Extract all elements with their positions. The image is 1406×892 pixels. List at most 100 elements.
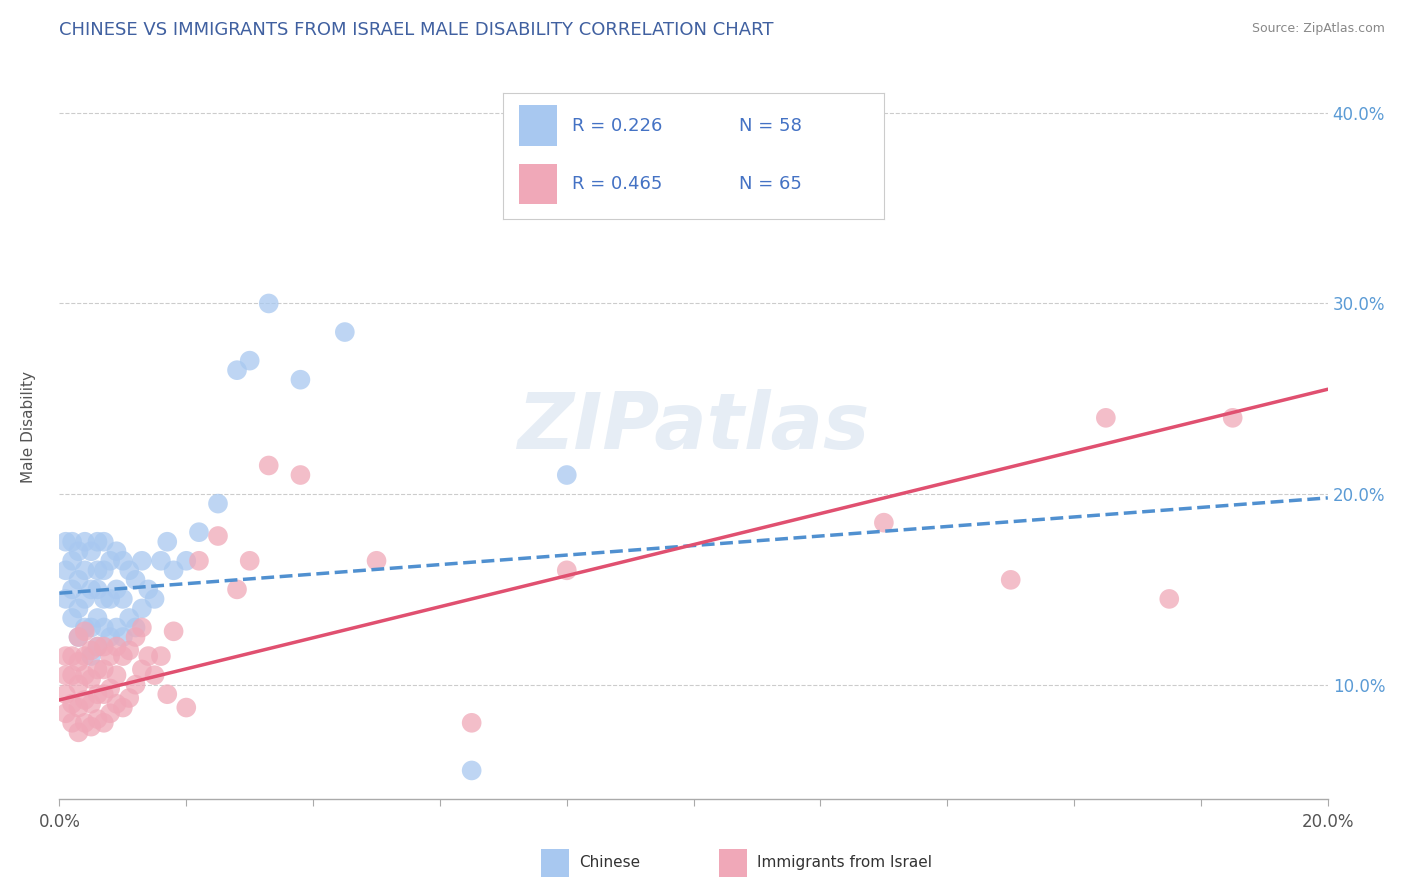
Point	[55, 591, 77, 606]
Point	[60, 649, 83, 664]
Text: Immigrants from Israel: Immigrants from Israel	[756, 855, 932, 871]
Point	[93, 662, 115, 676]
Point	[86, 563, 108, 577]
Point	[555, 563, 578, 577]
Point	[682, 201, 704, 215]
FancyBboxPatch shape	[541, 849, 569, 877]
Point	[55, 706, 77, 721]
Point	[93, 563, 115, 577]
Text: CHINESE VS IMMIGRANTS FROM ISRAEL MALE DISABILITY CORRELATION CHART: CHINESE VS IMMIGRANTS FROM ISRAEL MALE D…	[59, 21, 773, 39]
Point	[111, 630, 134, 644]
Text: Source: ZipAtlas.com: Source: ZipAtlas.com	[1251, 22, 1385, 36]
Point	[98, 630, 121, 644]
Point	[60, 611, 83, 625]
Point	[105, 582, 128, 597]
Point	[55, 687, 77, 701]
Point	[67, 630, 90, 644]
Point	[156, 687, 179, 701]
Point	[86, 712, 108, 726]
Point	[86, 687, 108, 701]
Point	[131, 620, 153, 634]
Point	[73, 668, 96, 682]
Point	[156, 534, 179, 549]
Point	[131, 601, 153, 615]
Text: Chinese: Chinese	[579, 855, 641, 871]
Point	[98, 681, 121, 696]
Text: ZIPatlas: ZIPatlas	[517, 389, 870, 466]
Point	[460, 715, 482, 730]
Point	[118, 563, 141, 577]
Point	[188, 525, 211, 540]
Point	[207, 529, 229, 543]
Point	[73, 620, 96, 634]
Point	[149, 554, 172, 568]
Point	[111, 649, 134, 664]
Point	[93, 715, 115, 730]
Point	[162, 624, 184, 639]
Point	[111, 700, 134, 714]
Point	[80, 649, 103, 664]
Point	[67, 700, 90, 714]
Point	[60, 715, 83, 730]
Point	[333, 325, 356, 339]
Point	[111, 591, 134, 606]
Point	[93, 591, 115, 606]
Point	[98, 591, 121, 606]
Point	[257, 458, 280, 473]
Point	[55, 534, 77, 549]
Point	[73, 591, 96, 606]
Point	[80, 672, 103, 686]
Point	[55, 668, 77, 682]
Point	[73, 534, 96, 549]
Point	[86, 582, 108, 597]
Point	[73, 693, 96, 707]
Point	[86, 534, 108, 549]
Point	[1159, 591, 1181, 606]
Point	[80, 697, 103, 711]
Point	[124, 573, 146, 587]
Point	[60, 697, 83, 711]
Point	[239, 554, 262, 568]
Point	[86, 611, 108, 625]
Point	[143, 668, 166, 682]
Point	[124, 620, 146, 634]
Point	[136, 649, 159, 664]
Point	[55, 563, 77, 577]
Point	[111, 554, 134, 568]
Point	[93, 687, 115, 701]
Point	[86, 662, 108, 676]
Point	[131, 554, 153, 568]
Point	[124, 630, 146, 644]
Point	[60, 534, 83, 549]
Point	[105, 544, 128, 558]
Point	[67, 601, 90, 615]
Point	[73, 624, 96, 639]
Point	[118, 643, 141, 657]
Point	[1095, 410, 1118, 425]
Point	[80, 720, 103, 734]
Point	[93, 620, 115, 634]
Point	[67, 573, 90, 587]
Point	[105, 640, 128, 654]
Point	[73, 649, 96, 664]
Point	[80, 544, 103, 558]
Point	[174, 554, 197, 568]
Point	[98, 706, 121, 721]
Point	[136, 582, 159, 597]
Point	[143, 591, 166, 606]
Point	[460, 764, 482, 778]
Point	[98, 554, 121, 568]
Point	[555, 468, 578, 483]
Point	[226, 363, 249, 377]
Point	[67, 655, 90, 669]
Point	[93, 640, 115, 654]
Point	[290, 373, 312, 387]
Point	[873, 516, 896, 530]
Point	[60, 668, 83, 682]
FancyBboxPatch shape	[718, 849, 747, 877]
Point	[131, 662, 153, 676]
Point	[98, 649, 121, 664]
Point	[80, 620, 103, 634]
Point	[239, 353, 262, 368]
Point	[366, 554, 388, 568]
